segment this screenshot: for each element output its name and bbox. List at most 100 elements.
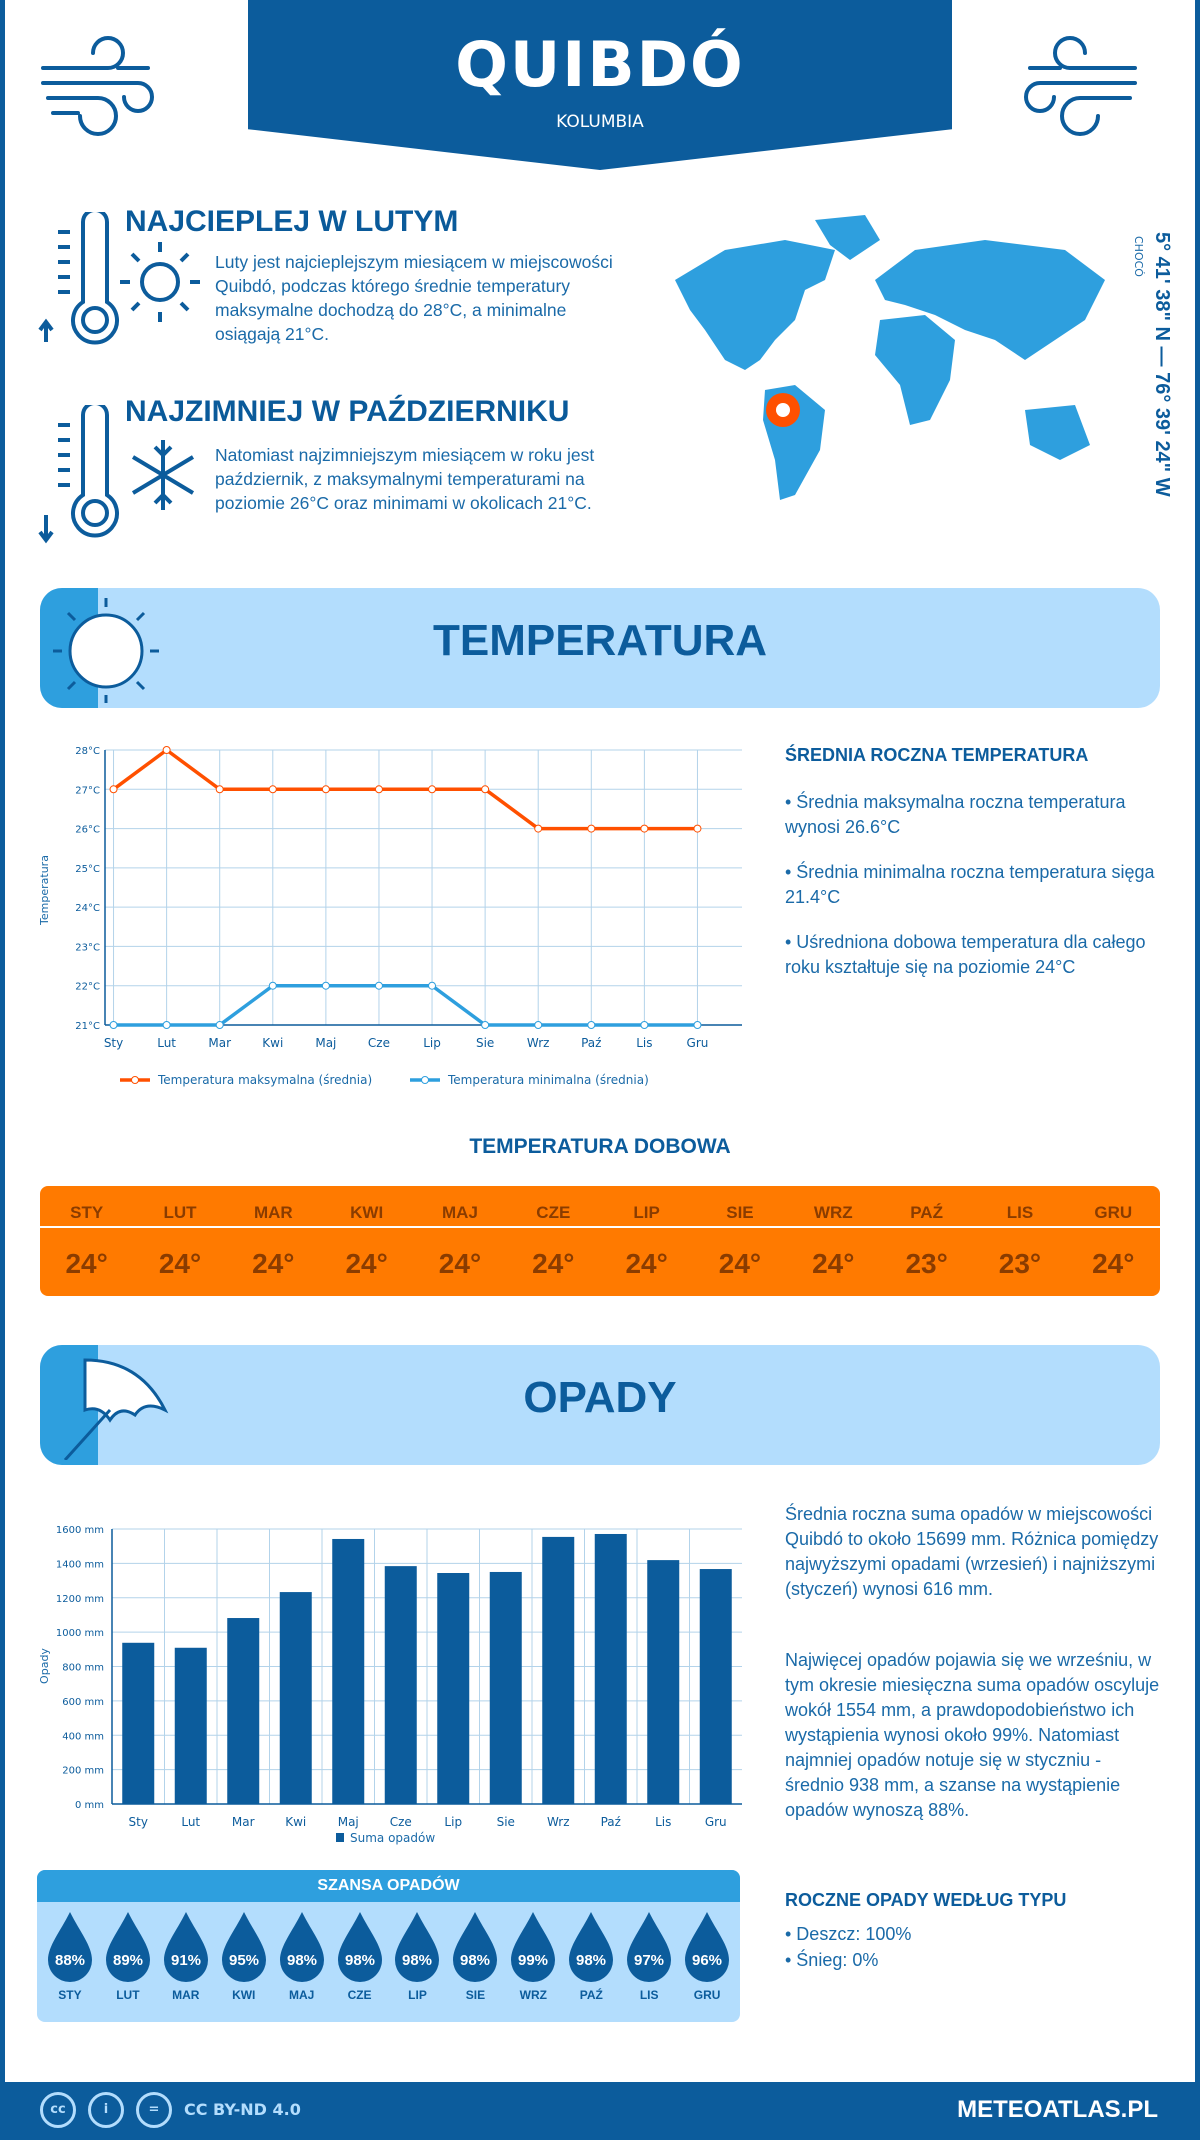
x-tick-label: Cze xyxy=(368,1036,390,1050)
bar xyxy=(227,1618,260,1804)
chance-month: WRZ xyxy=(519,1988,547,2002)
thermometer-snowflake-icon xyxy=(38,405,195,544)
daily-value: 24° xyxy=(718,1248,762,1279)
bar xyxy=(699,1569,732,1804)
bar xyxy=(332,1538,365,1804)
chance-item: 88% STY xyxy=(41,1910,99,2002)
footer: cc i = CC BY-ND 4.0 METEOATLAS.PL xyxy=(0,2082,1200,2140)
daily-month: STY xyxy=(70,1203,104,1222)
y-tick-label: 24°C xyxy=(75,903,100,914)
x-tick-label: Kwi xyxy=(285,1815,306,1829)
chance-value: 99% xyxy=(518,1952,548,1969)
y-tick-label: 0 mm xyxy=(75,1800,104,1811)
city-title: QUIBDÓ xyxy=(455,28,745,101)
data-point xyxy=(321,785,330,794)
data-point xyxy=(693,824,702,833)
temperature-banner: TEMPERATURA xyxy=(40,588,1160,708)
chance-title: SZANSA OPADÓW xyxy=(37,1870,740,1902)
chance-item: 91% MAR xyxy=(157,1910,215,2002)
chance-month: PAŹ xyxy=(579,1988,603,2002)
chance-item: 98% LIP xyxy=(389,1910,447,2002)
y-tick-label: 21°C xyxy=(75,1021,100,1032)
raindrop-icon: 98% xyxy=(279,1912,324,1982)
license-label: CC BY-ND 4.0 xyxy=(184,2100,301,2119)
y-axis-label: Opady xyxy=(38,1648,51,1684)
thermometer-sun-icon xyxy=(38,212,200,345)
data-point xyxy=(215,785,224,794)
daily-month: GRU xyxy=(1094,1203,1133,1222)
chance-value: 88% xyxy=(55,1952,85,1969)
y-tick-label: 800 mm xyxy=(62,1663,104,1674)
bar xyxy=(279,1592,312,1804)
daily-month: KWI xyxy=(350,1203,384,1222)
chance-item: 98% SIE xyxy=(446,1910,504,2002)
x-tick-label: Mar xyxy=(232,1815,255,1829)
x-tick-label: Lut xyxy=(157,1036,176,1050)
x-tick-label: Lip xyxy=(444,1815,462,1829)
chance-item: 97% LIS xyxy=(620,1910,678,2002)
chance-value: 98% xyxy=(576,1952,606,1969)
bar xyxy=(122,1642,155,1804)
bar xyxy=(489,1571,522,1804)
cc-icon: cc xyxy=(40,2092,76,2128)
data-point xyxy=(428,981,437,990)
x-tick-label: Maj xyxy=(315,1036,336,1050)
data-point xyxy=(109,785,118,794)
x-tick-label: Sty xyxy=(129,1815,148,1829)
x-tick-label: Paź xyxy=(581,1036,601,1050)
y-axis-label: Temperatura xyxy=(38,855,51,926)
chance-month: LIP xyxy=(408,1988,427,2002)
legend-label: Suma opadów xyxy=(350,1831,435,1845)
raindrop-icon: 97% xyxy=(627,1912,672,1982)
chance-month: KWI xyxy=(232,1988,256,2002)
temperature-title: TEMPERATURA xyxy=(432,616,768,665)
bar xyxy=(542,1536,575,1804)
precip-type-rain: • Deszcz: 100% xyxy=(785,1924,912,1944)
daily-value: 23° xyxy=(905,1248,948,1279)
raindrop-icon: 95% xyxy=(221,1912,266,1982)
y-tick-label: 27°C xyxy=(75,785,100,796)
chance-month: GRU xyxy=(693,1988,721,2002)
data-point xyxy=(587,1021,596,1029)
data-point xyxy=(481,1021,490,1029)
data-point xyxy=(268,981,277,990)
data-point xyxy=(640,824,649,833)
daily-value: 24° xyxy=(158,1248,202,1279)
frame-left xyxy=(0,0,5,2140)
daily-temperature-table: STY LUT MAR KWI MAJ CZE LIP SIE WRZ PAŹ LIS GRU 24°… xyxy=(40,1186,1160,1296)
data-point xyxy=(693,1021,702,1029)
warmest-text: Luty jest najcieplejszym miesiącem w mie… xyxy=(215,252,613,344)
daily-value: 24° xyxy=(532,1248,575,1279)
raindrop-icon: 99% xyxy=(511,1912,556,1982)
chance-item: 96% GRU xyxy=(678,1910,736,2002)
data-point xyxy=(481,785,490,794)
world-map xyxy=(675,215,1105,500)
daily-month: LUT xyxy=(163,1203,197,1222)
daily-month: CZE xyxy=(536,1203,571,1222)
x-tick-label: Gru xyxy=(687,1036,709,1050)
data-point xyxy=(321,981,330,990)
data-point xyxy=(428,785,437,794)
chance-value: 89% xyxy=(113,1952,143,1969)
daily-value: 24° xyxy=(1092,1248,1135,1279)
site-link[interactable]: METEOATLAS.PL xyxy=(957,2096,1158,2123)
x-tick-label: Sty xyxy=(104,1036,123,1050)
data-point xyxy=(162,746,171,754)
daily-value: 24° xyxy=(345,1248,388,1279)
precipitation-chance-panel: SZANSA OPADÓW 88% STY 89% LUT 91% MAR 95% KWI 98… xyxy=(37,1870,740,2022)
chance-value: 98% xyxy=(345,1952,375,1969)
y-tick-label: 1200 mm xyxy=(56,1594,104,1605)
raindrop-icon: 96% xyxy=(685,1912,730,1982)
coordinates: 5° 41' 38" N — 76° 39' 24" W xyxy=(1151,232,1173,497)
country-label: KOLUMBIA xyxy=(556,112,644,132)
daily-month: WRZ xyxy=(813,1203,853,1222)
data-point xyxy=(534,824,543,833)
daily-month: MAJ xyxy=(442,1203,478,1222)
daily-month: MAR xyxy=(253,1203,293,1222)
data-point xyxy=(215,1021,224,1029)
chance-item: 89% LUT xyxy=(99,1910,157,2002)
daily-month: LIS xyxy=(1006,1203,1034,1222)
y-tick-label: 200 mm xyxy=(62,1766,104,1777)
wind-icon xyxy=(41,36,154,136)
region-label: CHOCÓ xyxy=(1132,236,1145,277)
